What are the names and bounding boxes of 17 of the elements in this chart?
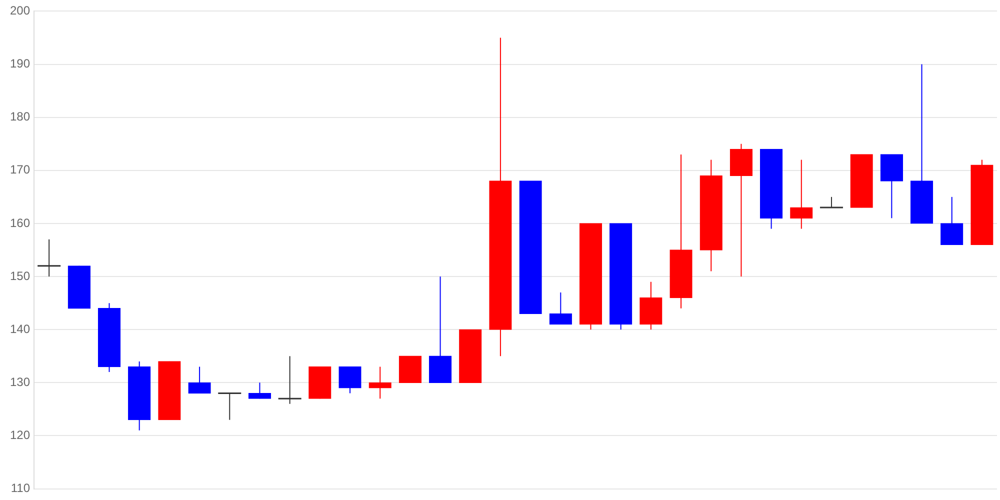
candlestick	[790, 159, 813, 230]
y-tick-label: 200	[10, 4, 30, 18]
y-tick-label: 120	[10, 428, 30, 442]
y-tick-label: 160	[10, 216, 30, 230]
candlestick	[248, 382, 272, 400]
candlestick	[549, 292, 572, 325]
y-tick-label: 190	[10, 56, 30, 71]
y-tick-label: 180	[10, 110, 30, 124]
y-tick-label: 110	[10, 481, 30, 496]
candlestick	[368, 366, 392, 400]
y-tick-label: 170	[10, 162, 30, 177]
candlestick	[940, 196, 964, 246]
candlestick	[188, 366, 211, 394]
y-tick-label: 150	[10, 268, 30, 283]
y-tick-label: 140	[10, 322, 30, 336]
candlestick	[338, 366, 362, 394]
y-tick-label: 130	[10, 374, 30, 389]
